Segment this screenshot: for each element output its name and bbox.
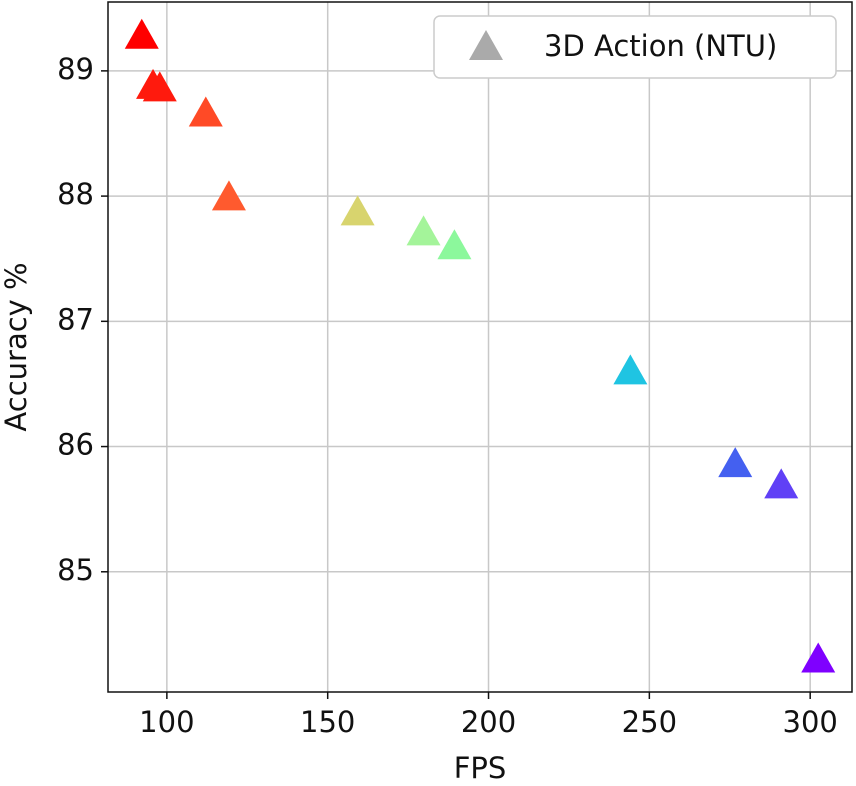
y-axis-label: Accuracy % <box>0 262 33 431</box>
x-tick-label: 200 <box>461 705 516 739</box>
y-tick-label: 87 <box>57 302 94 336</box>
point <box>188 96 223 127</box>
y-tick-label: 89 <box>57 52 94 86</box>
legend-label: 3D Action (NTU) <box>544 29 777 63</box>
y-tick-label: 85 <box>57 553 94 587</box>
y-tick-label: 88 <box>57 177 94 211</box>
legend-marker <box>469 30 503 60</box>
point <box>211 180 246 211</box>
legend: 3D Action (NTU) <box>433 15 837 79</box>
x-tick-label: 300 <box>783 705 838 739</box>
point <box>718 447 753 478</box>
x-tick-label: 150 <box>300 705 355 739</box>
point <box>124 18 159 49</box>
plot-frame <box>107 1 853 693</box>
x-tick-label: 250 <box>622 705 677 739</box>
point <box>142 71 177 102</box>
point <box>406 215 441 246</box>
legend-box <box>433 15 837 79</box>
point <box>764 468 799 499</box>
point <box>613 354 648 385</box>
point <box>801 642 836 673</box>
y-tick-label: 86 <box>57 428 94 462</box>
point <box>437 229 472 260</box>
x-axis-label: FPS <box>454 751 507 785</box>
x-tick-label: 100 <box>139 705 194 739</box>
point <box>340 195 375 226</box>
